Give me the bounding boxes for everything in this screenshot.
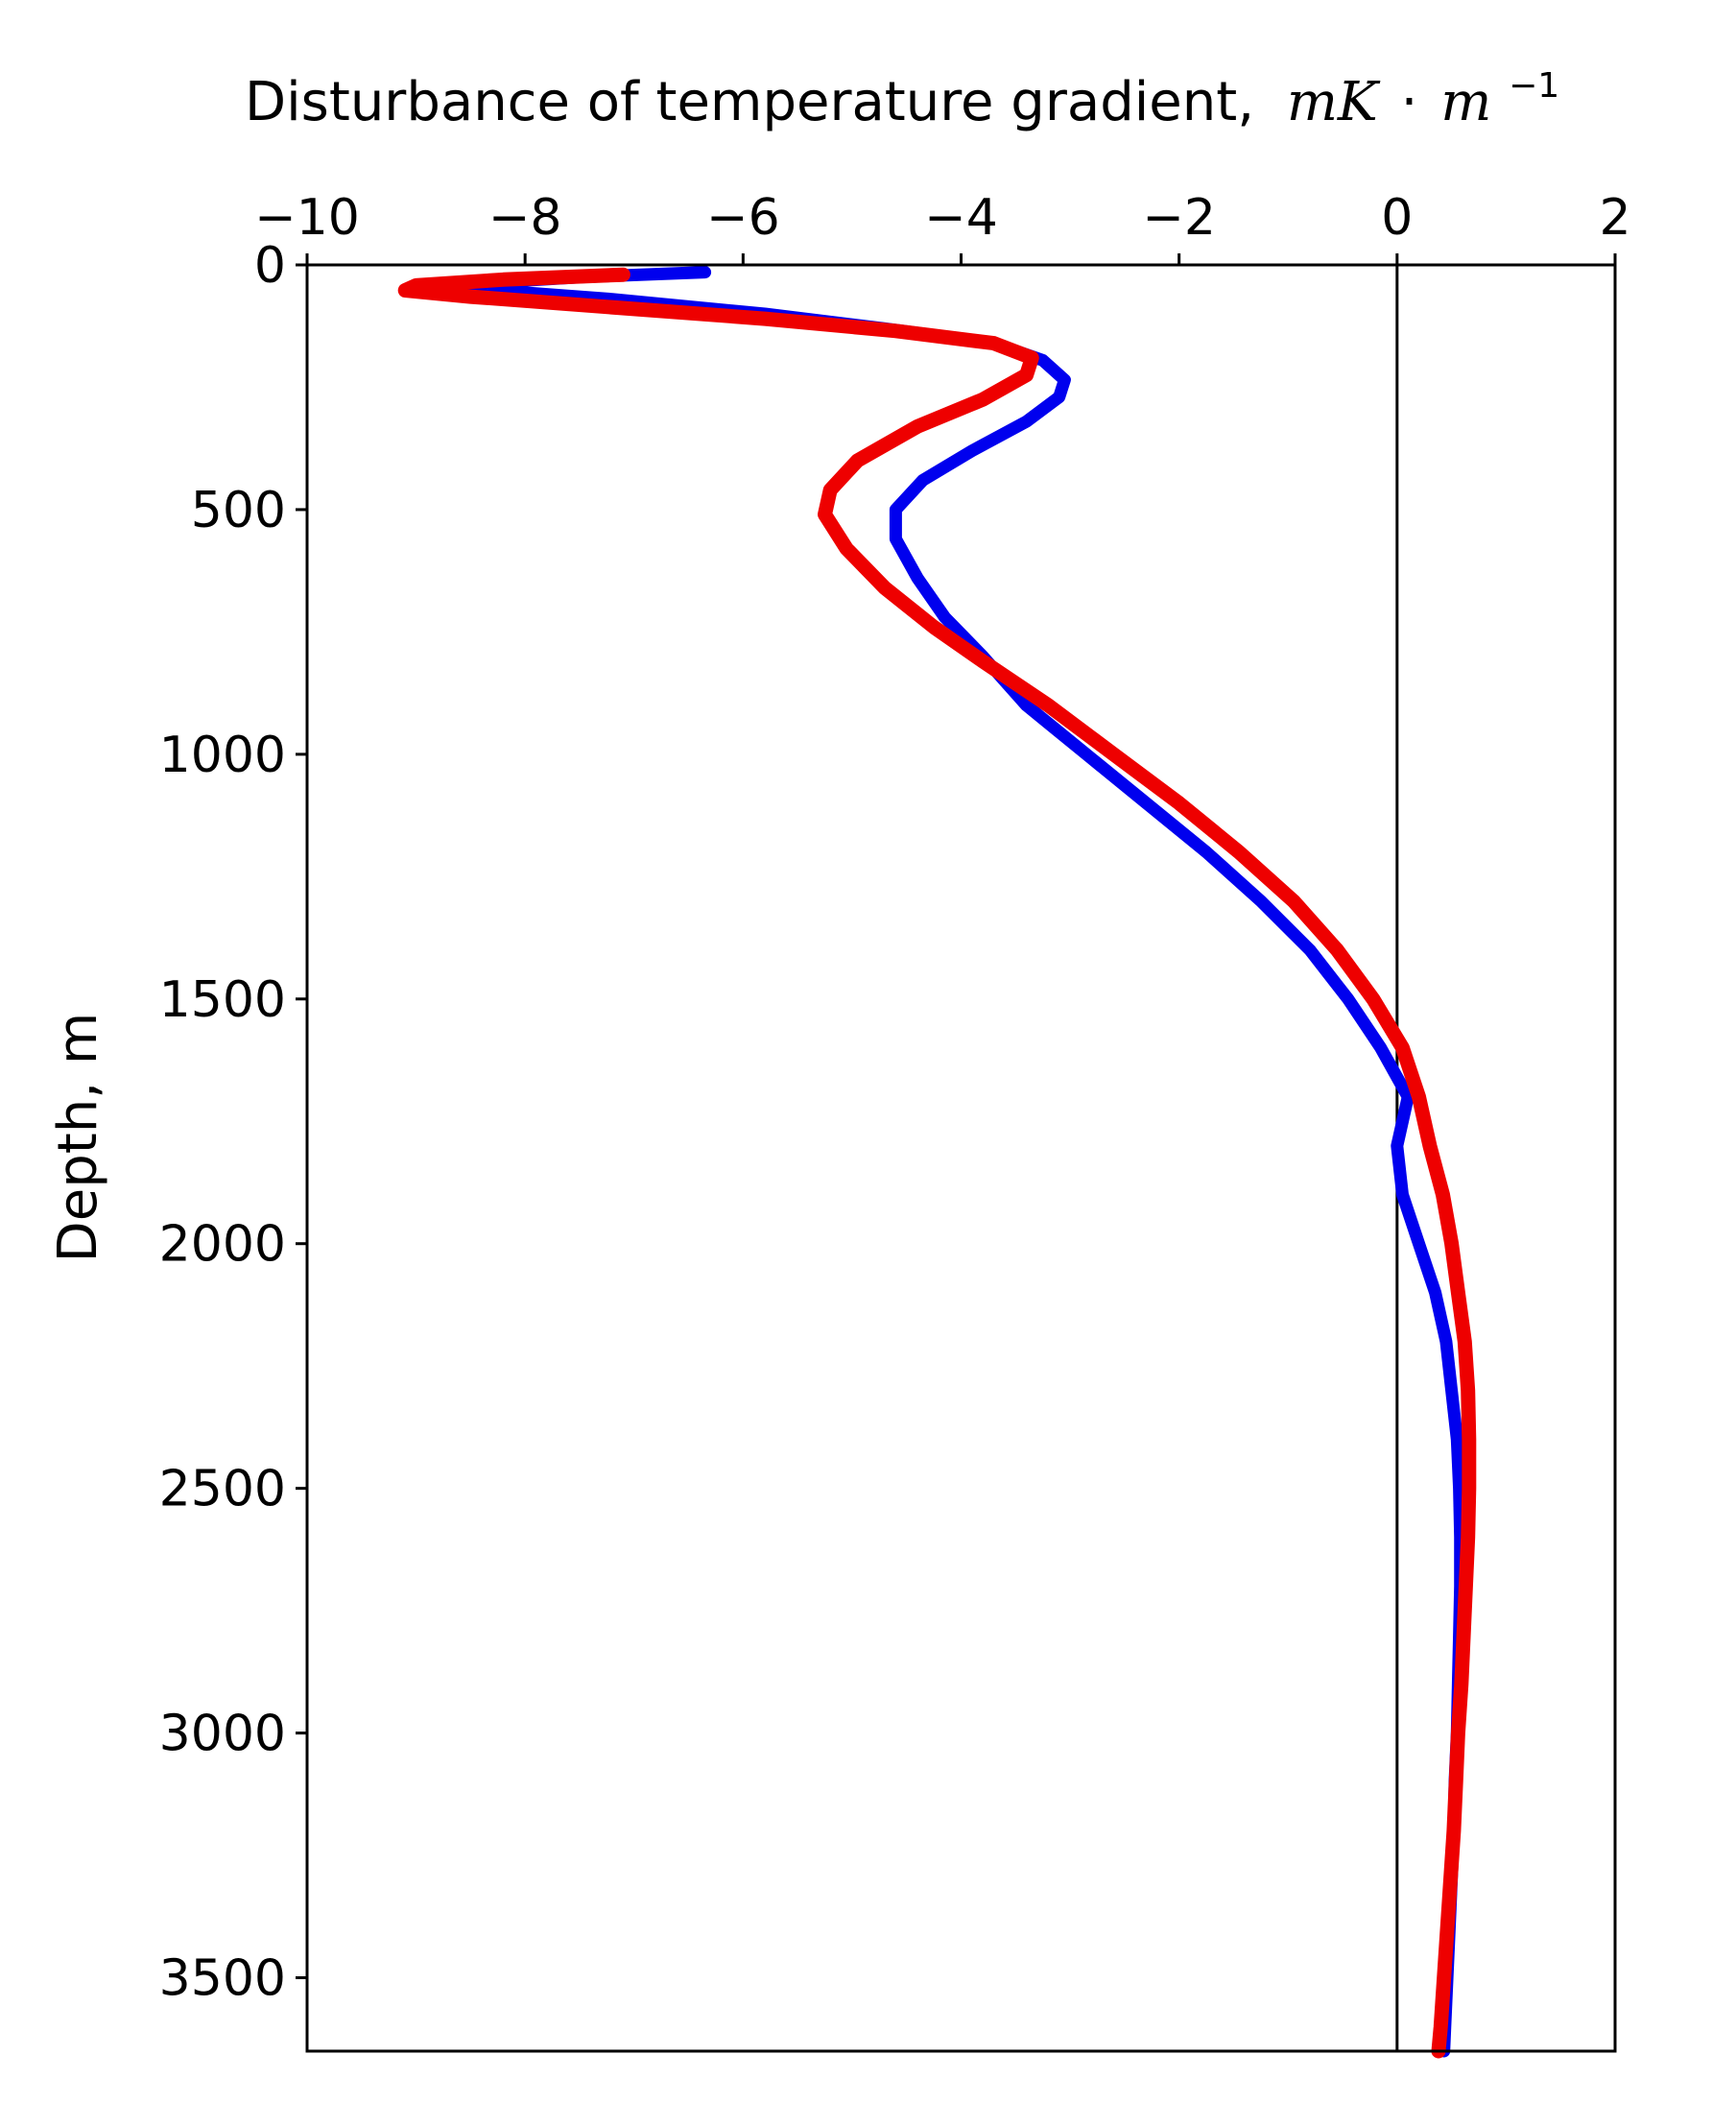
x-axis-unit-base: mK xyxy=(1287,71,1381,133)
x-axis-title: Disturbance of temperature gradient, mK … xyxy=(245,66,1559,133)
plot-frame xyxy=(305,263,1617,2053)
y-tick-label: 500 xyxy=(191,482,286,539)
series-line-blue xyxy=(453,266,1467,2058)
x-tick-label: −2 xyxy=(1142,189,1216,247)
x-tick-label: 0 xyxy=(1381,189,1413,247)
x-axis-unit-dot: · xyxy=(1401,71,1418,133)
x-tick-label: 2 xyxy=(1599,189,1630,247)
series-layer xyxy=(397,266,1477,2059)
y-tick-label: 3500 xyxy=(159,1950,286,2008)
x-tick-label: −6 xyxy=(706,189,780,247)
y-tick-label: 0 xyxy=(254,237,286,295)
x-tick-label: −4 xyxy=(924,189,998,247)
y-tick-label: 1000 xyxy=(159,727,286,784)
y-tick-label: 1500 xyxy=(159,971,286,1029)
y-tick-label: 2500 xyxy=(159,1461,286,1518)
y-tick-label: 2000 xyxy=(159,1216,286,1274)
x-axis-ticks: −10 −8 −6 −4 −2 0 2 xyxy=(254,189,1631,265)
y-axis-title: Depth, m xyxy=(47,1013,109,1263)
x-axis-unit-exp: −1 xyxy=(1509,66,1559,106)
x-axis-title-text: Disturbance of temperature gradient, xyxy=(245,71,1254,133)
series-line-red xyxy=(397,267,1477,2059)
y-tick-label: 3000 xyxy=(159,1706,286,1763)
y-axis-ticks: 0 500 1000 1500 2000 2500 3000 3500 xyxy=(159,237,307,2008)
x-axis-unit-m: m xyxy=(1440,71,1491,133)
x-tick-label: −10 xyxy=(254,189,360,247)
x-tick-label: −8 xyxy=(488,189,562,247)
